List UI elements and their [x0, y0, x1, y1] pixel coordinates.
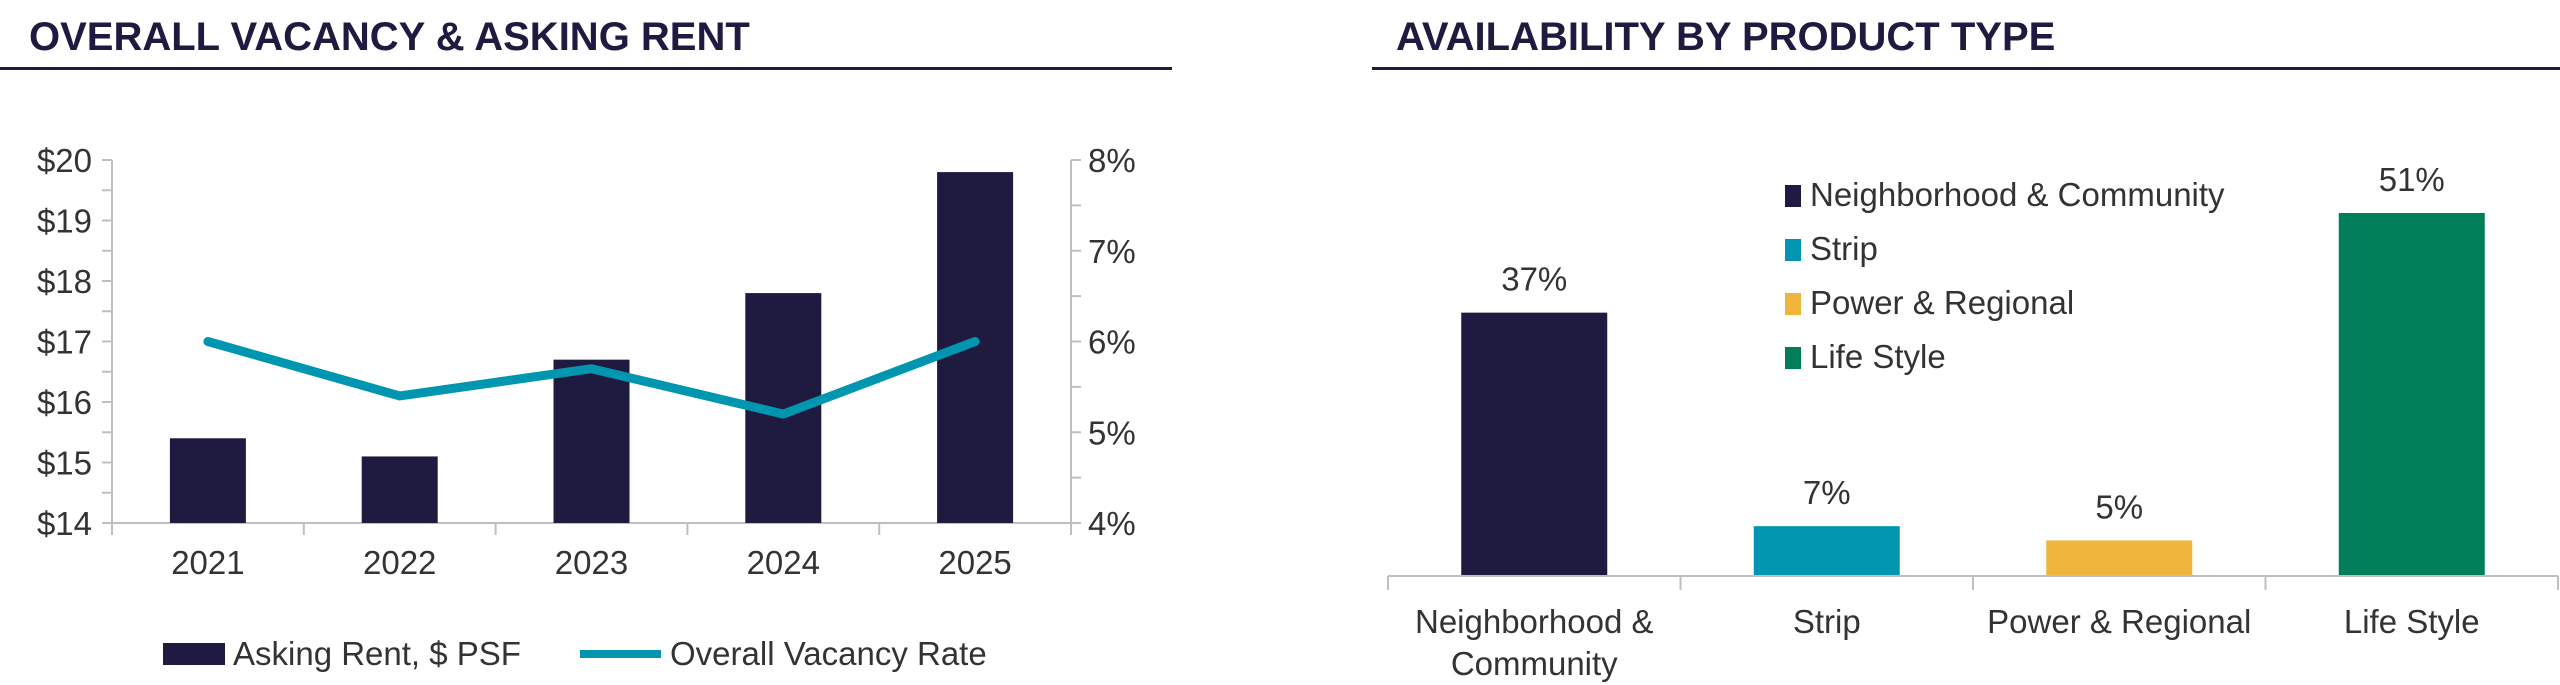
title-underline: [0, 67, 1172, 70]
category-label: Strip: [1793, 603, 1861, 640]
rent-bar-2023: [553, 359, 630, 523]
vacancy-rent-chart: OVERALL VACANCY & ASKING RENT $14 $15 $16 $…: [0, 15, 1172, 672]
vacancy-point: [206, 340, 209, 343]
right-tick-label: 7%: [1088, 233, 1136, 270]
legend-label: Life Style: [1810, 338, 1946, 375]
left-tick-label: $14: [37, 505, 92, 542]
left-tick-label: $17: [37, 324, 92, 361]
category-label: Community: [1451, 645, 1618, 682]
year-label: 2025: [938, 544, 1011, 581]
availability-bar: [1753, 526, 1900, 576]
chart-title: OVERALL VACANCY & ASKING RENT: [29, 15, 750, 59]
legend-label-vacancy: Overall Vacancy Rate: [670, 635, 987, 672]
rent-bar-2022: [361, 456, 438, 523]
vacancy-point: [974, 340, 977, 343]
legend-label-rent: Asking Rent, $ PSF: [233, 635, 521, 672]
legend-swatch: [1785, 185, 1801, 207]
legend-label: Power & Regional: [1810, 284, 2074, 321]
legend-swatch-rent: [163, 643, 225, 665]
year-label: 2023: [555, 544, 628, 581]
left-tick-label: $18: [37, 263, 92, 300]
availability-bar: [1461, 312, 1608, 576]
rent-bar-2021: [169, 438, 246, 523]
category-label: Life Style: [2344, 603, 2480, 640]
availability-bar: [2046, 540, 2193, 576]
vacancy-point: [782, 413, 785, 416]
data-label: 51%: [2379, 161, 2445, 198]
vacancy-point: [398, 394, 401, 397]
left-tick-label: $20: [37, 142, 92, 179]
legend-swatch: [1785, 293, 1801, 315]
legend-swatch: [1785, 239, 1801, 261]
legend-label: Strip: [1810, 230, 1878, 267]
legend-label: Neighborhood & Community: [1810, 176, 2225, 213]
legend-swatch: [1785, 347, 1801, 369]
right-tick-label: 4%: [1088, 505, 1136, 542]
category-label: Power & Regional: [1987, 603, 2251, 640]
year-label: 2021: [171, 544, 244, 581]
availability-chart: AVAILABILITY BY PRODUCT TYPE 37% Neighbor…: [1372, 15, 2560, 682]
data-label: 5%: [2095, 488, 2143, 525]
category-label: Neighborhood &: [1415, 603, 1654, 640]
title-underline: [1372, 67, 2560, 70]
year-label: 2022: [363, 544, 436, 581]
chart-title: AVAILABILITY BY PRODUCT TYPE: [1396, 15, 2055, 59]
vacancy-point: [590, 367, 593, 370]
left-tick-label: $19: [37, 203, 92, 240]
data-label: 7%: [1803, 474, 1851, 511]
left-tick-label: $16: [37, 384, 92, 421]
right-tick-label: 8%: [1088, 142, 1136, 179]
right-tick-label: 5%: [1088, 414, 1136, 451]
left-tick-label: $15: [37, 445, 92, 482]
right-tick-label: 6%: [1088, 324, 1136, 361]
year-label: 2024: [747, 544, 820, 581]
availability-bar: [2338, 213, 2485, 576]
data-label: 37%: [1501, 261, 1567, 298]
